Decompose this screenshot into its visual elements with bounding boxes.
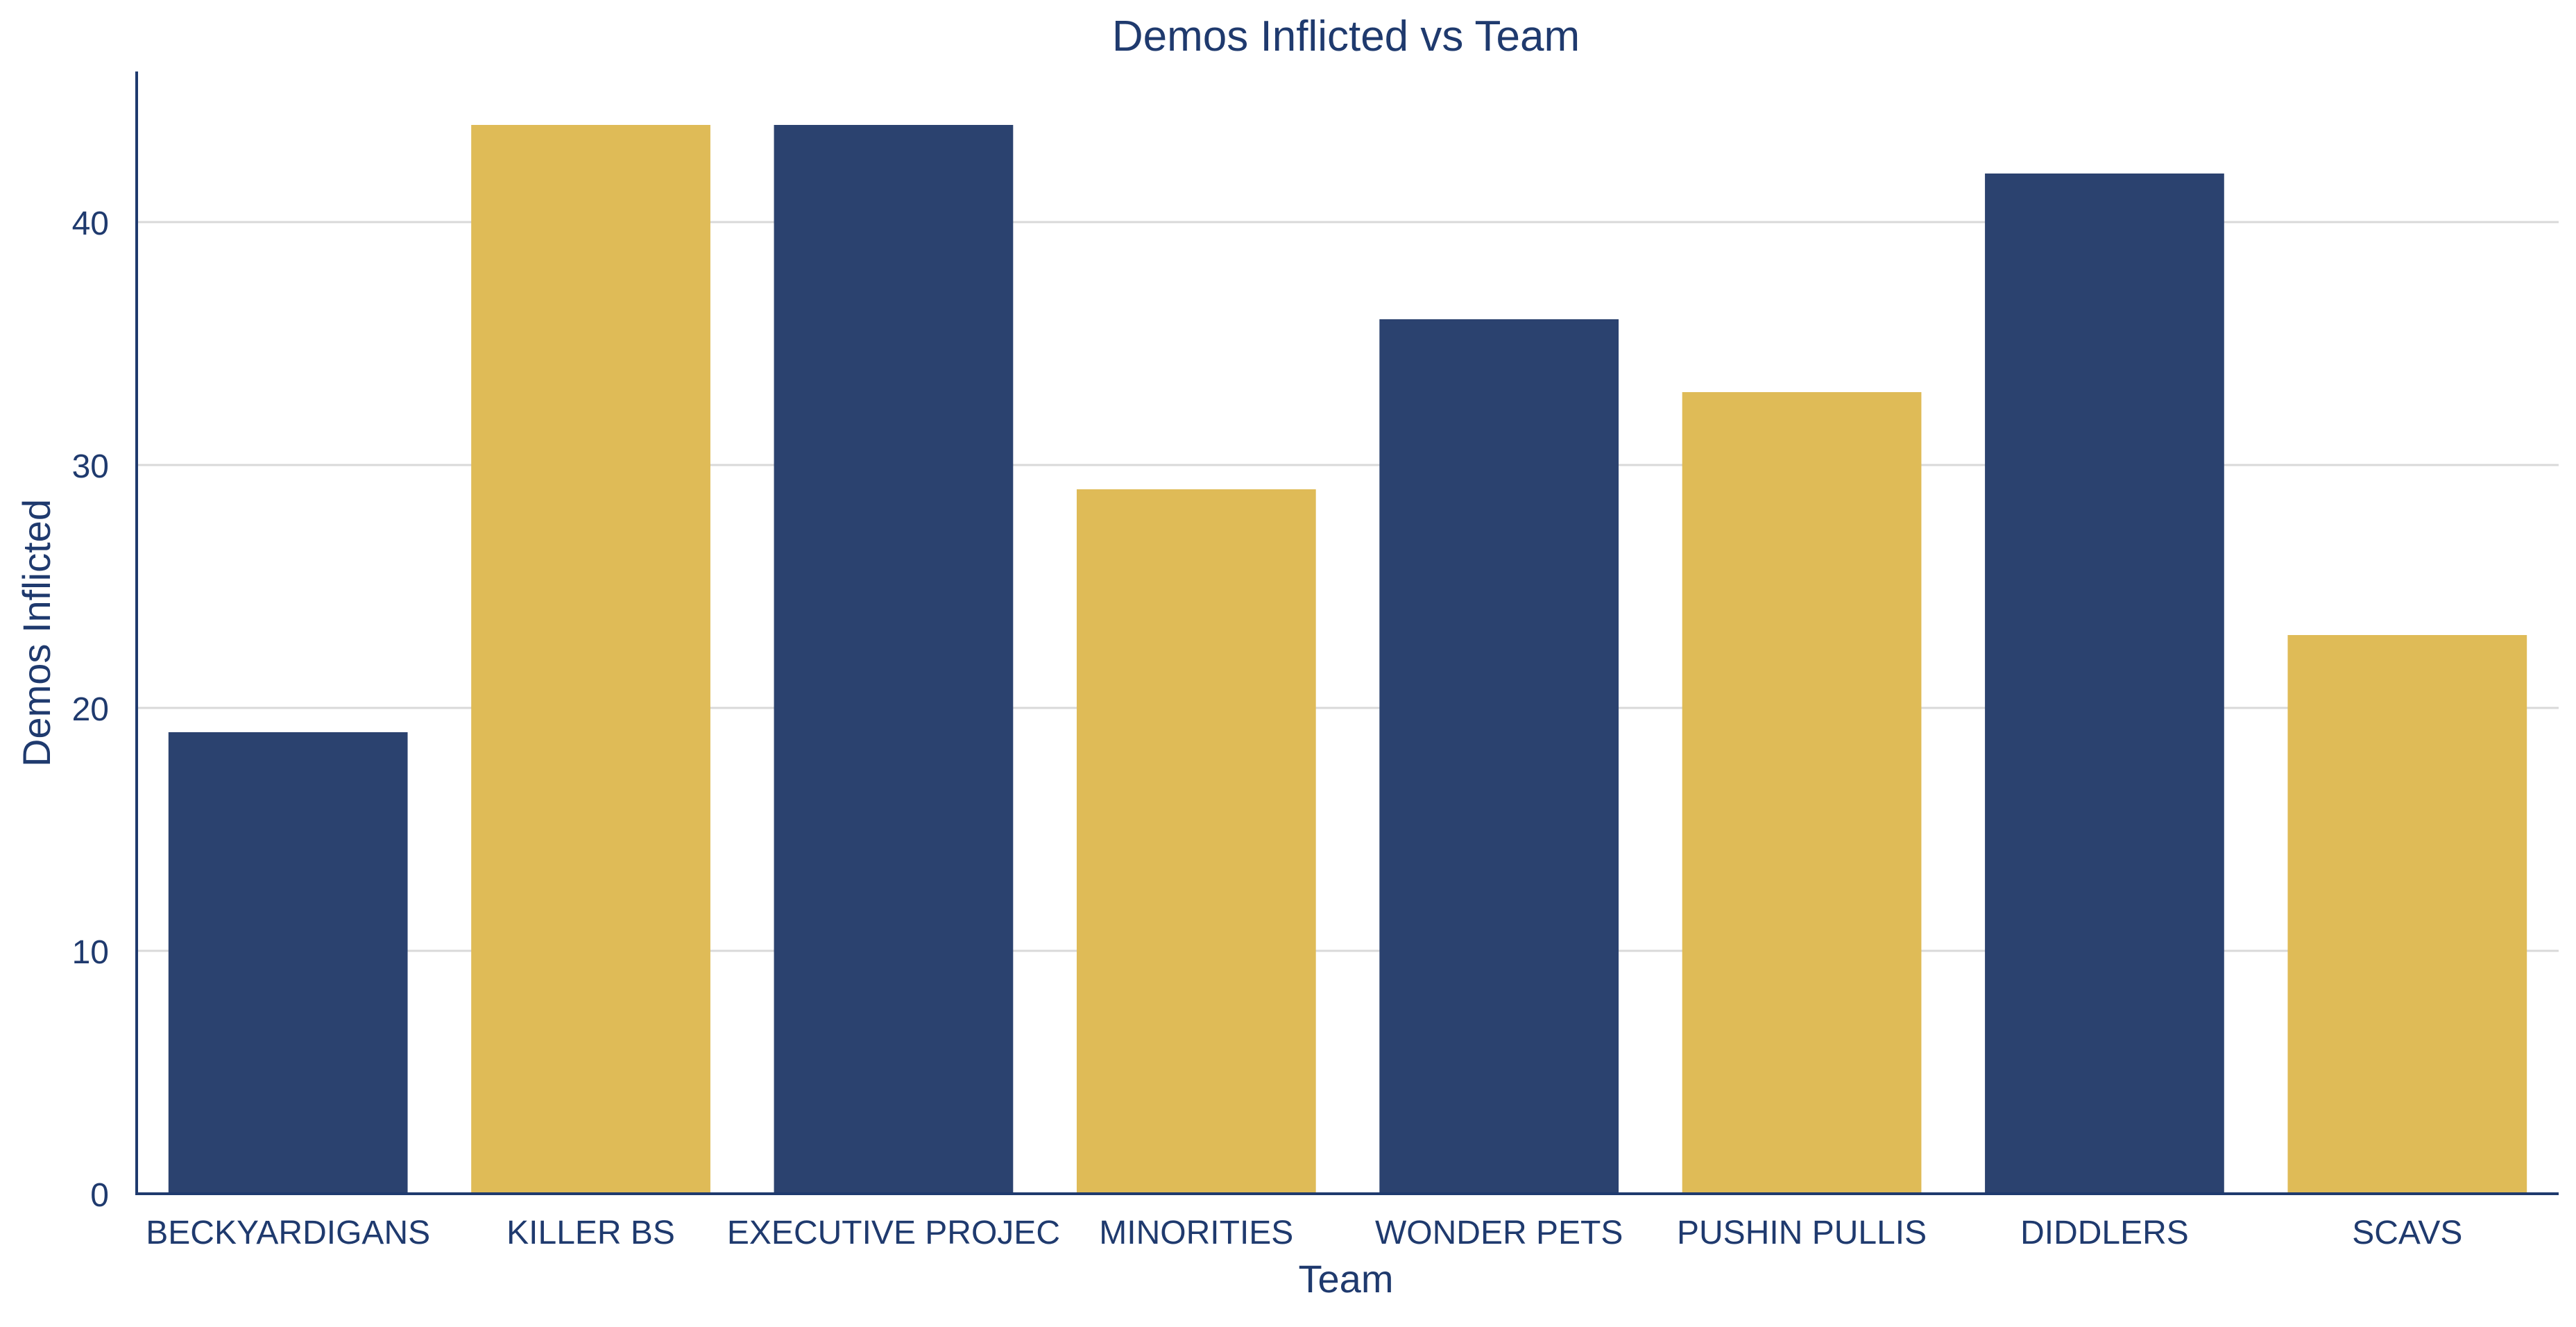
x-tick-label: BECKYARDIGANS (146, 1215, 430, 1251)
bar (1076, 489, 1316, 1194)
y-tick-label: 30 (72, 448, 109, 485)
y-tick-label: 0 (90, 1177, 109, 1214)
x-tick-label: MINORITIES (1099, 1215, 1293, 1251)
x-tick-label: EXECUTIVE PROJEC (727, 1215, 1060, 1251)
x-tick-label: SCAVS (2352, 1215, 2462, 1251)
y-tick-label: 40 (72, 205, 109, 242)
chart-title: Demos Inflicted vs Team (1112, 12, 1580, 60)
y-axis-title: Demos Inflicted (15, 499, 58, 767)
tick-labels: 0 10 20 30 40 BECKYARDIGANS KILLER BS EXECUTIVE… (72, 205, 2463, 1251)
bar (2287, 635, 2527, 1194)
bar (1985, 174, 2224, 1194)
bar (168, 732, 408, 1194)
bars (168, 125, 2527, 1194)
x-tick-label: PUSHIN PULLIS (1677, 1215, 1927, 1251)
x-tick-label: WONDER PETS (1375, 1215, 1623, 1251)
axes (135, 71, 2559, 1195)
bar (774, 125, 1014, 1194)
y-tick-label: 10 (72, 934, 109, 971)
x-axis-title: Team (1299, 1257, 1394, 1301)
x-tick-label: KILLER BS (506, 1215, 675, 1251)
y-tick-label: 20 (72, 691, 109, 728)
x-tick-label: DIDDLERS (2020, 1215, 2189, 1251)
bar (471, 125, 710, 1194)
bar (1682, 392, 1922, 1194)
bar (1379, 319, 1619, 1194)
